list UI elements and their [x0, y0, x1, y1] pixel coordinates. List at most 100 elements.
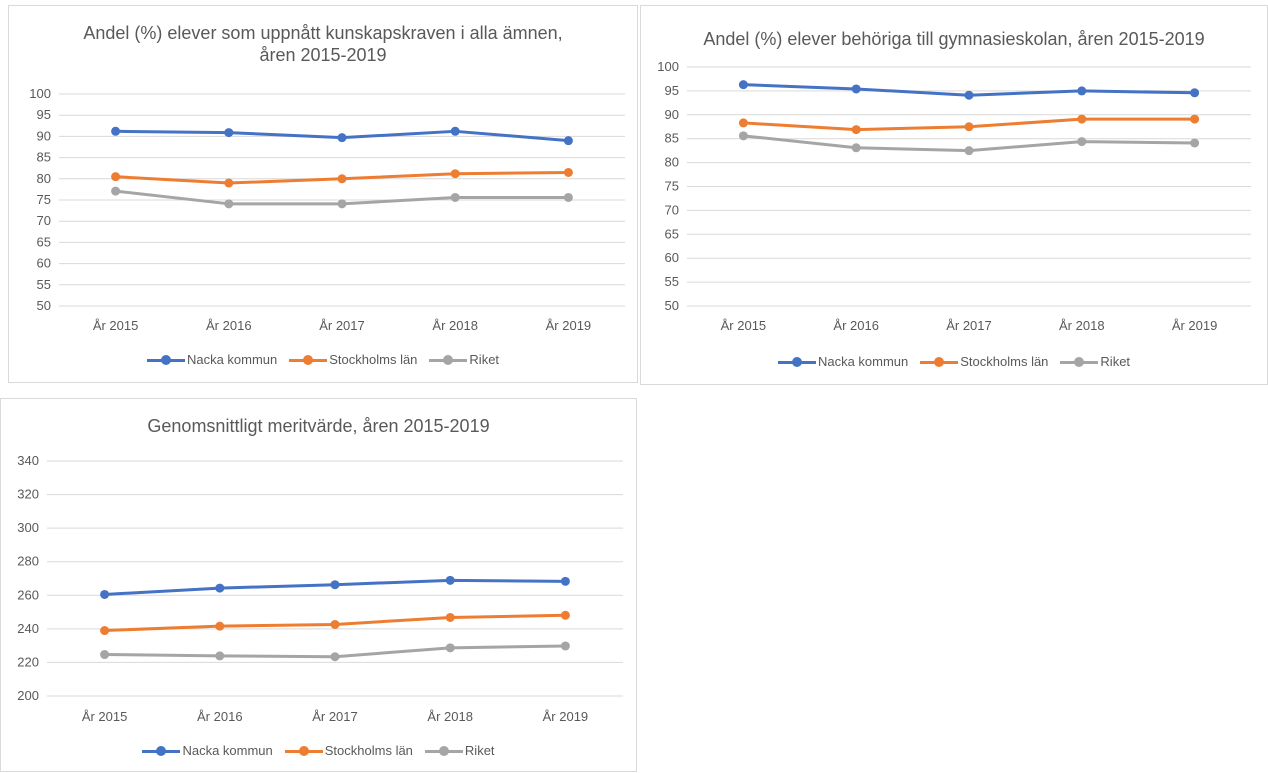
- y-tick-label: 75: [37, 192, 51, 207]
- x-tick-label: År 2016: [197, 709, 243, 724]
- y-tick-label: 70: [665, 202, 679, 217]
- line-chart-meritvarde: 200 220 240 260 280 300 320 340 År 2015 År 2016 År…: [17, 453, 623, 724]
- y-tick-label: 85: [665, 131, 679, 146]
- data-point: [224, 199, 234, 209]
- legend-label: Nacka kommun: [817, 354, 909, 369]
- chart-title: Genomsnittligt meritvärde, åren 2015-201…: [1, 415, 636, 437]
- data-point: [111, 186, 121, 196]
- data-point: [1190, 138, 1200, 148]
- data-point: [330, 580, 340, 590]
- chart-title-line-1: Genomsnittligt meritvärde, åren 2015-201…: [147, 416, 490, 436]
- data-point: [738, 118, 748, 128]
- data-point: [964, 90, 974, 100]
- chart-title: Andel (%) elever behöriga till gymnasies…: [641, 28, 1267, 50]
- data-point: [563, 192, 573, 202]
- legend-label: Stockholms län: [329, 352, 418, 367]
- legend-label: Riket: [1100, 354, 1131, 369]
- y-tick-label: 220: [17, 654, 39, 669]
- x-tick-label: År 2019: [1172, 318, 1218, 333]
- data-point: [337, 174, 347, 184]
- x-tick-label: År 2015: [93, 318, 139, 333]
- legend-label: Riket: [464, 743, 495, 758]
- data-point: [330, 652, 340, 662]
- x-tick-label: År 2018: [427, 709, 473, 724]
- y-tick-label: 300: [17, 520, 39, 535]
- data-point: [1190, 114, 1200, 124]
- chart-panel-behoriga: Andel (%) elever behöriga till gymnasies…: [640, 5, 1268, 385]
- y-tick-label: 80: [665, 155, 679, 170]
- data-point: [215, 583, 225, 593]
- data-point: [964, 122, 974, 132]
- data-point: [100, 626, 110, 636]
- legend-item-nacka: Nacka kommun: [777, 354, 909, 369]
- chart-legend: Nacka kommun Stockholms län Riket: [641, 354, 1267, 369]
- legend-label: Stockholms län: [324, 743, 413, 758]
- line-chart-kunskapskrav: 50 55 60 65 70 75 80 85 90 95 100 År 2015 År 2016 År …: [29, 86, 625, 333]
- data-point: [111, 172, 121, 182]
- chart-title-line-1: Andel (%) elever behöriga till gymnasies…: [703, 29, 1205, 49]
- data-point: [111, 126, 121, 136]
- y-tick-label: 50: [37, 298, 51, 313]
- y-tick-label: 260: [17, 587, 39, 602]
- y-tick-label: 280: [17, 554, 39, 569]
- data-point: [560, 610, 570, 620]
- data-point: [445, 643, 455, 653]
- data-point: [1077, 86, 1087, 96]
- data-point: [337, 199, 347, 209]
- y-tick-label: 100: [29, 86, 51, 101]
- y-tick-label: 50: [665, 298, 679, 313]
- data-point: [563, 167, 573, 177]
- data-point: [224, 128, 234, 138]
- data-point: [851, 84, 861, 94]
- data-point: [100, 589, 110, 599]
- data-point: [1077, 137, 1087, 147]
- x-tick-label: År 2017: [319, 318, 365, 333]
- data-point: [851, 125, 861, 135]
- y-tick-label: 55: [37, 277, 51, 292]
- data-point: [851, 143, 861, 153]
- data-point: [964, 146, 974, 156]
- data-point: [224, 178, 234, 188]
- x-tick-label: År 2018: [1059, 318, 1105, 333]
- legend-label: Stockholms län: [960, 354, 1049, 369]
- y-tick-label: 65: [665, 226, 679, 241]
- data-point: [215, 651, 225, 661]
- legend-item-riket: Riket: [1060, 354, 1130, 369]
- legend-item-nacka: Nacka kommun: [146, 352, 278, 367]
- y-tick-label: 200: [17, 688, 39, 703]
- data-point: [450, 192, 460, 202]
- data-point: [445, 575, 455, 585]
- x-tick-label: År 2015: [721, 318, 767, 333]
- legend-label: Nacka kommun: [182, 743, 273, 758]
- x-tick-label: År 2015: [82, 709, 128, 724]
- chart-title-line-2: åren 2015-2019: [259, 45, 387, 65]
- y-tick-label: 55: [665, 274, 679, 289]
- y-tick-label: 90: [665, 107, 679, 122]
- data-point: [450, 126, 460, 136]
- chart-legend: Nacka kommun Stockholms län Riket: [9, 352, 637, 367]
- legend-item-riket: Riket: [429, 352, 499, 367]
- data-point: [738, 131, 748, 141]
- legend-label: Nacka kommun: [186, 352, 278, 367]
- y-tick-label: 60: [37, 256, 51, 271]
- y-tick-label: 85: [37, 150, 51, 165]
- data-point: [560, 576, 570, 586]
- y-tick-label: 340: [17, 453, 39, 468]
- y-tick-label: 95: [37, 107, 51, 122]
- y-tick-label: 80: [37, 171, 51, 186]
- line-chart-behoriga: 50 55 60 65 70 75 80 85 90 95 100 År 2015 År 2016 År …: [657, 59, 1251, 333]
- x-tick-label: År 2016: [833, 318, 879, 333]
- legend-item-riket: Riket: [424, 743, 495, 758]
- data-point: [100, 650, 110, 660]
- legend-item-stockholm: Stockholms län: [920, 354, 1048, 369]
- y-tick-label: 75: [665, 179, 679, 194]
- data-point: [560, 641, 570, 651]
- chart-title: Andel (%) elever som uppnått kunskapskra…: [9, 22, 637, 66]
- x-tick-label: År 2017: [312, 709, 358, 724]
- data-point: [738, 80, 748, 90]
- chart-legend: Nacka kommun Stockholms län Riket: [1, 743, 636, 758]
- data-point: [215, 621, 225, 631]
- legend-item-stockholm: Stockholms län: [284, 743, 413, 758]
- y-tick-label: 95: [665, 83, 679, 98]
- x-tick-label: År 2018: [432, 318, 478, 333]
